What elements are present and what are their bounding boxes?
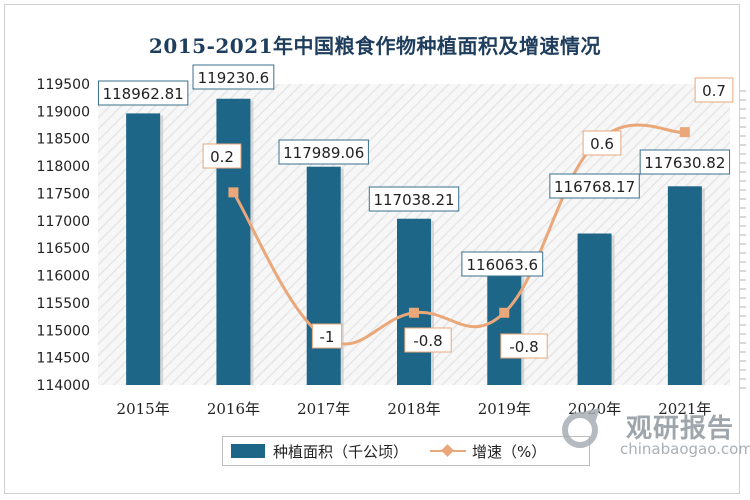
- growth-marker-2021年: [679, 127, 690, 138]
- growth-value-label: -0.8: [509, 338, 538, 356]
- legend-bar-label: 种植面积（千公顷）: [273, 442, 409, 461]
- bar-value-label: 116768.17: [554, 178, 635, 196]
- growth-value-label: 0.2: [210, 148, 234, 166]
- x-tick-label: 2021年: [658, 400, 711, 418]
- x-tick-label: 2018年: [387, 400, 440, 418]
- bar-value-label-box: [549, 173, 640, 199]
- x-tick-label: 2015年: [117, 400, 170, 418]
- growth-value-label-box: [500, 333, 548, 359]
- y-tick-label: 116500: [37, 241, 90, 257]
- bar-value-label: 117630.82: [644, 154, 725, 172]
- y-tick-label: 118500: [37, 132, 90, 148]
- bar-value-label-box: [192, 64, 275, 90]
- bar-2021年: [667, 186, 702, 385]
- growth-value-label: 0.6: [590, 135, 614, 153]
- y-tick-label: 118000: [37, 159, 90, 175]
- bar-2019年: [487, 272, 522, 385]
- watermark-domain: chinabaogao.com: [620, 440, 750, 458]
- growth-value-label: 0.7: [702, 82, 726, 100]
- legend-item-growth: 增速（%）: [430, 441, 546, 462]
- bar-value-label: 117038.21: [373, 191, 454, 209]
- bar-value-label-box: [97, 80, 189, 106]
- growth-value-label-box: [694, 77, 734, 103]
- bar-value-label: 117989.06: [283, 144, 364, 162]
- y-tick-label: 115500: [37, 296, 90, 312]
- bar-value-label-box: [639, 149, 731, 175]
- growth-marker-2018年: [409, 307, 419, 318]
- bar-value-label: 118962.81: [103, 85, 184, 103]
- growth-value-label-box: [582, 130, 622, 156]
- y-tick-label: 119500: [37, 77, 90, 93]
- growth-value-label: -0.8: [413, 332, 442, 350]
- growth-value-label-box: [202, 143, 242, 169]
- bar-value-label-box: [278, 139, 369, 165]
- growth-value-label-box: [311, 323, 343, 349]
- x-tick-label: 2016年: [207, 400, 260, 418]
- bar-value-label-box: [368, 186, 460, 212]
- growth-marker-2019年: [499, 307, 510, 318]
- cropped-axis-edge: [740, 90, 746, 390]
- watermark: 观研报告 chinabaogao.com: [560, 402, 750, 462]
- y-tick-label: 115000: [37, 323, 90, 339]
- bar-2018年: [397, 218, 431, 385]
- bar-value-label: 116063.6: [466, 256, 538, 274]
- y-tick-label: 114000: [37, 378, 90, 394]
- legend-bar-swatch: [231, 444, 265, 458]
- y-tick-label: 114500: [37, 351, 90, 367]
- legend-item-area: 种植面积（千公顷）: [231, 441, 408, 462]
- growth-value-label-box: [404, 327, 452, 353]
- bar-2016年: [216, 98, 251, 385]
- x-tick-label: 2017年: [297, 400, 350, 418]
- bar-value-label: 119230.6: [198, 69, 270, 87]
- watermark-brand: 观研报告: [626, 414, 735, 444]
- growth-marker-2016年: [228, 187, 239, 198]
- x-tick-label: 2019年: [478, 400, 531, 418]
- bar-2017年: [306, 166, 341, 385]
- y-tick-label: 119000: [37, 104, 90, 120]
- bar-value-label-box: [461, 251, 544, 277]
- y-tick-label: 117500: [37, 186, 90, 202]
- legend-line-label: 增速（%）: [472, 442, 547, 461]
- bar-2020年: [577, 233, 612, 385]
- y-tick-label: 117000: [37, 214, 90, 230]
- bar-2015年: [126, 113, 161, 386]
- chart-title: 2015-2021年中国粮食作物种植面积及增速情况: [148, 34, 602, 58]
- legend: 种植面积（千公顷） 增速（%）: [222, 436, 590, 466]
- y-tick-label: 116000: [37, 269, 90, 285]
- chart-frame: [4, 4, 740, 494]
- brand-logo-icon: [562, 408, 600, 448]
- growth-value-label: -1: [320, 328, 335, 346]
- legend-line-swatch: [430, 444, 467, 458]
